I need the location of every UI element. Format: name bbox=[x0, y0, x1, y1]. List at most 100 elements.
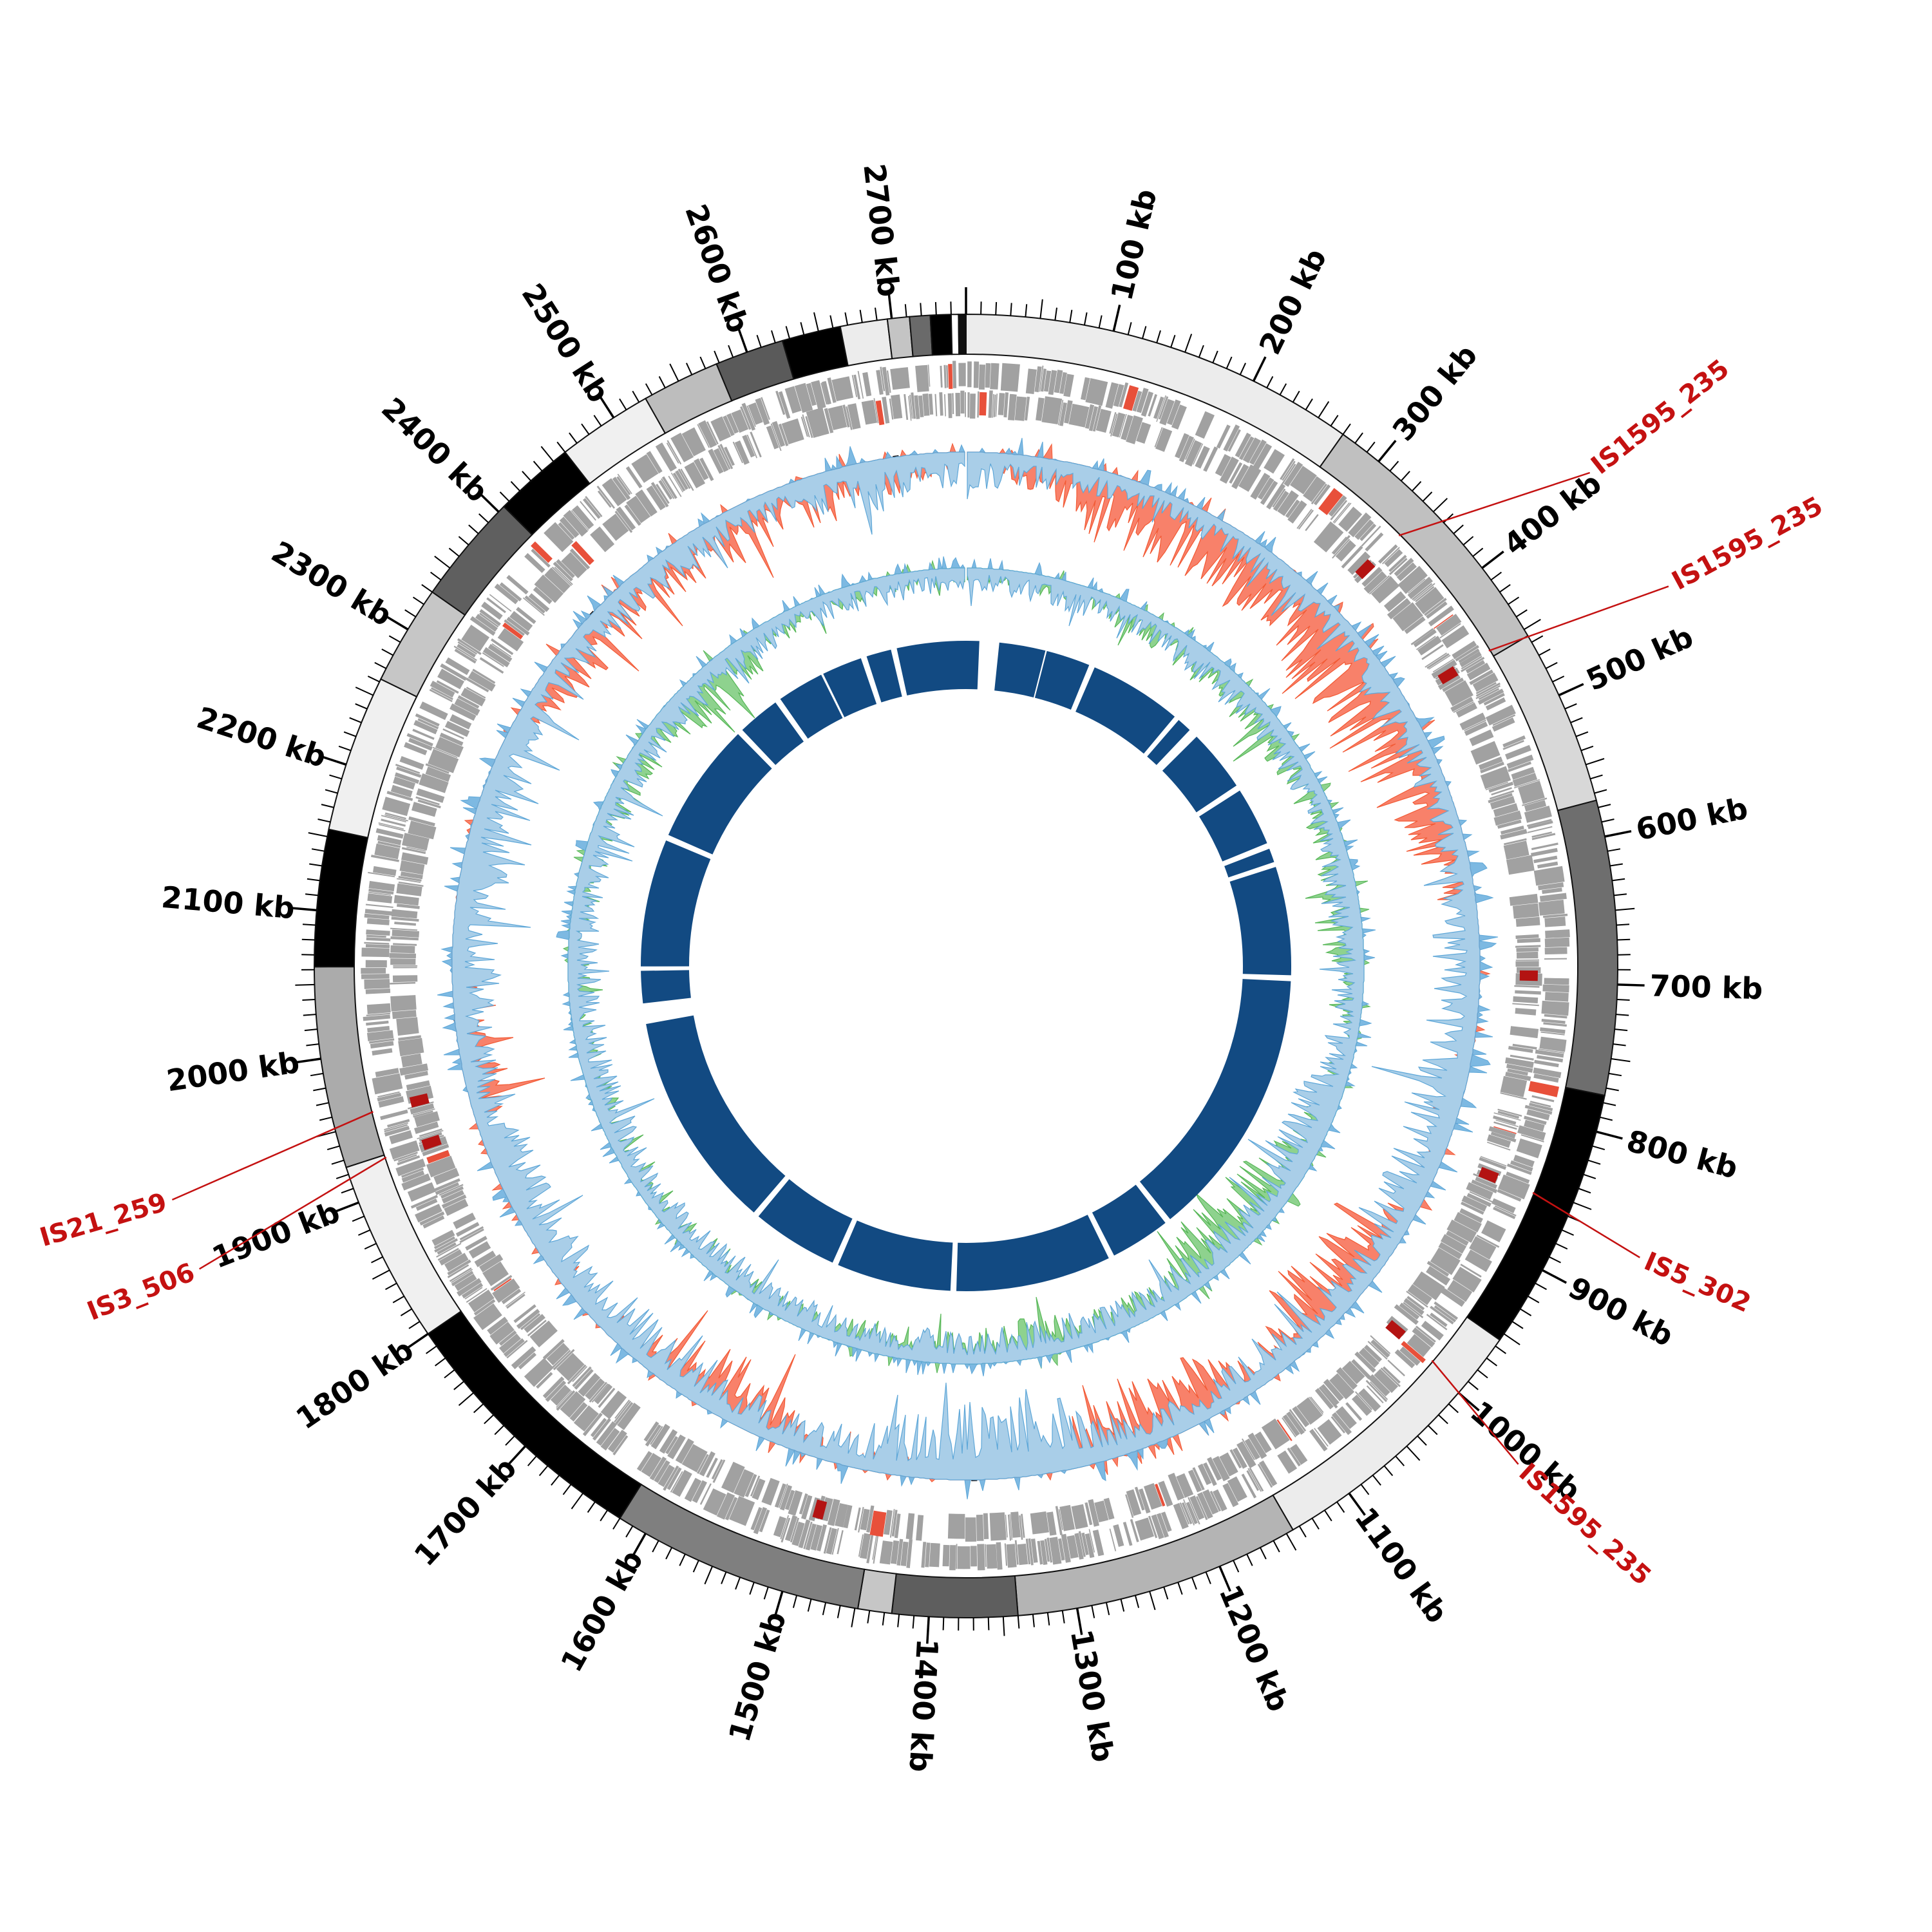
gene-block bbox=[1277, 1450, 1298, 1474]
scale-tick bbox=[1613, 1043, 1626, 1046]
gene-block bbox=[1043, 370, 1052, 392]
gene-block bbox=[381, 815, 406, 822]
scale-label: 700 kb bbox=[1649, 968, 1763, 1006]
scale-tick bbox=[1354, 432, 1363, 444]
gene-block bbox=[896, 1539, 904, 1566]
gene-block bbox=[741, 402, 755, 431]
scale-tick bbox=[1524, 619, 1541, 630]
gene-block bbox=[1490, 1132, 1517, 1142]
scale-tick bbox=[887, 291, 893, 319]
gene-block bbox=[658, 480, 673, 500]
gene-block bbox=[494, 583, 518, 605]
gene-block bbox=[1286, 1411, 1305, 1435]
gene-block bbox=[822, 381, 831, 405]
scale-tick bbox=[434, 555, 451, 569]
gene-block bbox=[469, 616, 496, 636]
gene-block bbox=[389, 1130, 413, 1144]
gene-block bbox=[554, 567, 573, 585]
gene-block bbox=[468, 1289, 495, 1312]
gene-block bbox=[1292, 1406, 1310, 1428]
gene-block bbox=[1441, 625, 1470, 649]
alignment-ring bbox=[640, 640, 1292, 1292]
gene-block bbox=[1264, 449, 1285, 474]
gene-block bbox=[506, 1340, 528, 1359]
gene-block bbox=[1156, 395, 1166, 422]
contig-segment bbox=[839, 318, 893, 367]
gene-block bbox=[1189, 1495, 1205, 1520]
gene-block bbox=[1084, 1502, 1093, 1526]
alignment-segment bbox=[1075, 667, 1175, 754]
gene-block bbox=[1335, 540, 1356, 562]
gene-block bbox=[781, 1517, 791, 1543]
gene-block bbox=[1508, 1046, 1533, 1053]
gene-block bbox=[412, 1108, 435, 1116]
scale-tick bbox=[1266, 376, 1274, 388]
gene-block bbox=[1461, 1195, 1488, 1212]
gene-block bbox=[1501, 826, 1524, 835]
gene-block bbox=[1483, 692, 1505, 706]
gene-block bbox=[1246, 1470, 1260, 1492]
gene-block bbox=[713, 448, 729, 472]
gene-block bbox=[1515, 990, 1541, 995]
gene-block bbox=[1048, 370, 1057, 395]
scale-tick bbox=[1527, 1295, 1540, 1303]
gene-block bbox=[393, 776, 415, 790]
gene-block bbox=[1513, 779, 1540, 789]
gene-block bbox=[1490, 796, 1515, 810]
gene-block bbox=[1014, 396, 1027, 421]
is-site-mark bbox=[1385, 1320, 1406, 1340]
gene-block bbox=[1495, 1119, 1519, 1128]
scale-tick bbox=[357, 1229, 371, 1236]
gene-block bbox=[366, 1012, 390, 1016]
scale-tick bbox=[679, 1553, 686, 1566]
gene-block bbox=[1410, 628, 1434, 645]
gene-block bbox=[1382, 547, 1400, 565]
gene-block bbox=[624, 504, 641, 526]
gene-block bbox=[1202, 1489, 1219, 1515]
gene-block bbox=[750, 1507, 762, 1531]
gene-block bbox=[1030, 1539, 1038, 1563]
gene-block bbox=[444, 1253, 469, 1272]
gene-block bbox=[835, 1503, 848, 1528]
gene-block bbox=[625, 466, 643, 489]
gene-block bbox=[518, 1352, 536, 1370]
gene-block bbox=[911, 392, 916, 419]
gene-block bbox=[1442, 677, 1464, 692]
gene-block bbox=[1530, 1101, 1551, 1108]
scale-tick bbox=[1601, 819, 1615, 823]
scale-tick bbox=[1481, 551, 1504, 569]
is-site-mark bbox=[421, 1135, 442, 1150]
gene-block bbox=[1505, 1072, 1531, 1081]
gene-block bbox=[866, 1505, 875, 1533]
is-site-mark bbox=[409, 1093, 430, 1108]
gene-block bbox=[375, 1068, 399, 1077]
gene-block bbox=[449, 1267, 472, 1282]
is-leader-line bbox=[198, 1157, 387, 1270]
gene-block bbox=[1057, 399, 1064, 426]
scale-tick bbox=[1010, 303, 1012, 316]
gene-block bbox=[798, 1519, 811, 1549]
gene-block bbox=[716, 1492, 735, 1520]
gene-block bbox=[806, 407, 829, 438]
gene-block bbox=[379, 824, 406, 831]
gene-block bbox=[1215, 454, 1231, 477]
gene-block bbox=[375, 828, 404, 839]
gene-block bbox=[556, 1352, 585, 1381]
gene-block bbox=[503, 1338, 525, 1358]
scale-tick bbox=[1406, 1445, 1421, 1461]
gene-block bbox=[377, 1092, 402, 1102]
gene-block bbox=[921, 1542, 927, 1568]
gene-block bbox=[1528, 820, 1553, 829]
gene-block bbox=[429, 688, 453, 703]
gene-block bbox=[958, 363, 966, 386]
gene-block bbox=[761, 1477, 780, 1506]
gene-block bbox=[810, 1524, 822, 1551]
scale-tick bbox=[1177, 1582, 1183, 1595]
gene-block bbox=[909, 394, 913, 419]
scale-tick bbox=[800, 322, 805, 336]
gene-block bbox=[1378, 544, 1398, 564]
alignment-segment bbox=[742, 702, 804, 765]
gene-block bbox=[1426, 1314, 1448, 1331]
gene-block bbox=[1266, 483, 1286, 510]
scale-tick bbox=[1170, 334, 1176, 348]
